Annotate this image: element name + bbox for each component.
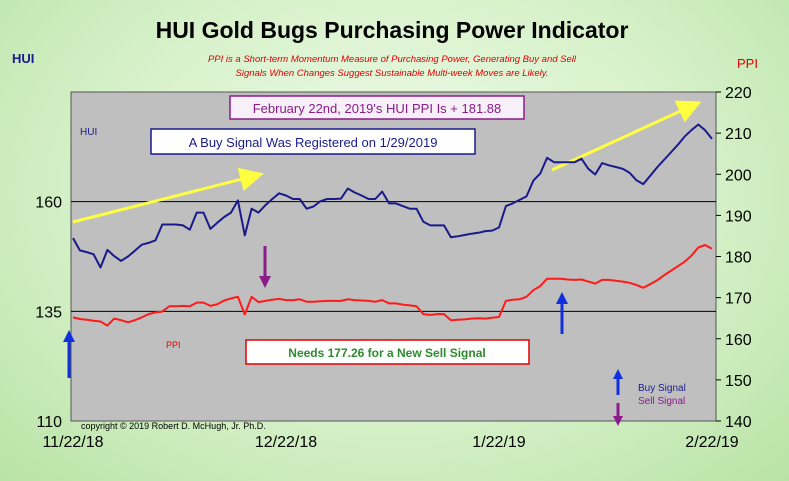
legend-buy-label: Buy Signal xyxy=(638,383,686,394)
sell-needed-text: Needs 177.26 for a New Sell Signal xyxy=(288,346,485,360)
trend-arrow-right xyxy=(551,100,702,172)
copyright-text: copyright © 2019 Robert D. McHugh, Jr. P… xyxy=(81,421,266,431)
right-axis-ticks: 140 150 160 170 180 190 200 210 220 xyxy=(716,85,752,431)
sell-arrow-dec xyxy=(259,246,271,288)
series-layer xyxy=(72,123,713,327)
right-tick-label: 160 xyxy=(725,332,752,349)
ppi-value-box xyxy=(229,95,525,120)
trend-arrow-left xyxy=(72,167,264,224)
chart-subtitle-line1: PPI is a Short-term Momentum Measure of … xyxy=(208,54,577,65)
left-axis-label: HUI xyxy=(12,51,34,66)
right-tick-label: 180 xyxy=(725,250,752,267)
x-axis-ticks: 11/22/18 12/22/18 1/22/19 2/22/19 xyxy=(42,434,738,451)
right-tick-label: 150 xyxy=(725,373,752,390)
right-tick-label: 190 xyxy=(725,208,752,225)
right-tick-label: 140 xyxy=(725,414,752,431)
left-axis-ticks: 110 135 160 xyxy=(35,195,62,431)
left-tick-label: 160 xyxy=(35,195,62,212)
right-tick-label: 220 xyxy=(725,85,752,102)
buy-arrow-jan xyxy=(556,292,568,334)
chart-title: HUI Gold Bugs Purchasing Power Indicator xyxy=(156,17,629,43)
chart-subtitle-line2: Signals When Changes Suggest Sustainable… xyxy=(236,68,549,79)
series-line-hui xyxy=(72,123,713,269)
sell-needed-box xyxy=(245,339,530,365)
series-line-ppi xyxy=(72,244,713,327)
right-tick-label: 210 xyxy=(725,126,752,143)
legend-sell-label: Sell Signal xyxy=(638,396,685,407)
legend-sell-arrow xyxy=(613,403,623,426)
x-tick-label: 1/22/19 xyxy=(472,434,525,451)
right-tick-label: 170 xyxy=(725,291,752,308)
left-tick-label: 135 xyxy=(35,304,62,321)
hui-series-label: HUI xyxy=(80,127,97,138)
right-axis-label: PPI xyxy=(737,56,758,71)
x-tick-label: 11/22/18 xyxy=(42,434,103,451)
ppi-series-label: PPI xyxy=(166,340,181,350)
left-tick-label: 110 xyxy=(36,414,62,431)
buy-signal-text: A Buy Signal Was Registered on 1/29/2019 xyxy=(189,135,438,150)
right-tick-label: 200 xyxy=(725,167,752,184)
x-tick-label: 2/22/19 xyxy=(685,434,738,451)
legend-buy-arrow xyxy=(613,369,623,395)
buy-arrow-left xyxy=(63,330,75,378)
x-tick-label: 12/22/18 xyxy=(255,434,317,451)
buy-signal-box xyxy=(150,128,476,155)
ppi-value-text: February 22nd, 2019's HUI PPI Is + 181.8… xyxy=(253,101,502,116)
